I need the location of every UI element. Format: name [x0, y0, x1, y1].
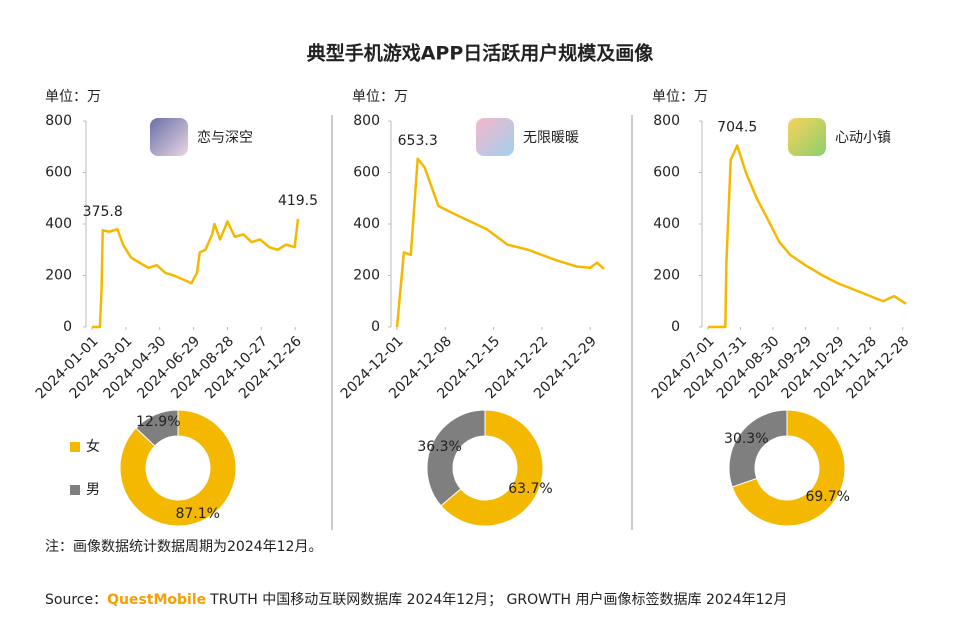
data-label: 653.3	[398, 133, 438, 149]
legend-swatch	[70, 485, 80, 495]
legend-label: 女	[86, 438, 100, 455]
source-prefix: Source：	[45, 592, 107, 608]
unit-label: 单位：万	[45, 89, 101, 105]
app-icon	[788, 118, 826, 156]
app-icon	[476, 118, 514, 156]
slice-label: 87.1%	[175, 506, 219, 522]
legend-label: 男	[86, 482, 100, 498]
y-tick-label: 800	[653, 113, 680, 129]
line-series	[395, 157, 605, 328]
title: 典型手机游戏APP日活跃用户规模及画像	[307, 42, 655, 65]
data-label: 419.5	[278, 193, 318, 209]
app-name: 无限暖暖	[523, 130, 579, 146]
y-tick-label: 800	[45, 113, 72, 129]
app-icon	[150, 118, 188, 156]
slice-label: 30.3%	[724, 431, 768, 447]
donut-slice	[135, 409, 179, 447]
legend-swatch	[70, 442, 80, 452]
donut-slice	[119, 409, 237, 527]
unit-label: 单位：万	[352, 89, 408, 105]
y-tick-label: 600	[45, 165, 72, 181]
data-label: 375.8	[83, 204, 123, 220]
source-brand: QuestMobile	[107, 592, 206, 608]
donut-slice	[440, 409, 544, 527]
app-name: 心动小镇	[835, 130, 891, 146]
y-tick-label: 800	[353, 113, 380, 129]
line-series	[92, 218, 300, 329]
y-tick-label: 200	[45, 268, 72, 284]
y-tick-label: 200	[653, 268, 680, 284]
y-tick-label: 400	[45, 216, 72, 232]
y-tick-label: 0	[63, 319, 72, 335]
data-label: 704.5	[717, 120, 757, 136]
y-tick-label: 600	[653, 165, 680, 181]
unit-label: 单位：万	[652, 89, 708, 105]
y-tick-label: 0	[671, 319, 680, 335]
source-text: TRUTH 中国移动互联网数据库 2024年12月； GROWTH 用户画像标签…	[209, 591, 787, 608]
donut-slice	[426, 409, 486, 507]
note: 注：画像数据统计数据周期为2024年12月。	[45, 539, 322, 555]
y-tick-label: 600	[353, 165, 380, 181]
source: Source：QuestMobile TRUTH 中国移动互联网数据库 2024年…	[45, 591, 787, 608]
y-tick-label: 0	[371, 319, 380, 335]
y-tick-label: 400	[653, 216, 680, 232]
donut-slice	[728, 409, 788, 488]
slice-label: 12.9%	[136, 414, 180, 430]
slice-label: 69.7%	[805, 489, 849, 505]
donut-slice	[731, 409, 846, 527]
line-series	[708, 144, 907, 329]
y-tick-label: 400	[353, 216, 380, 232]
slice-label: 36.3%	[417, 439, 461, 455]
y-tick-label: 200	[353, 268, 380, 284]
slice-label: 63.7%	[508, 481, 552, 497]
app-name: 恋与深空	[197, 129, 253, 146]
